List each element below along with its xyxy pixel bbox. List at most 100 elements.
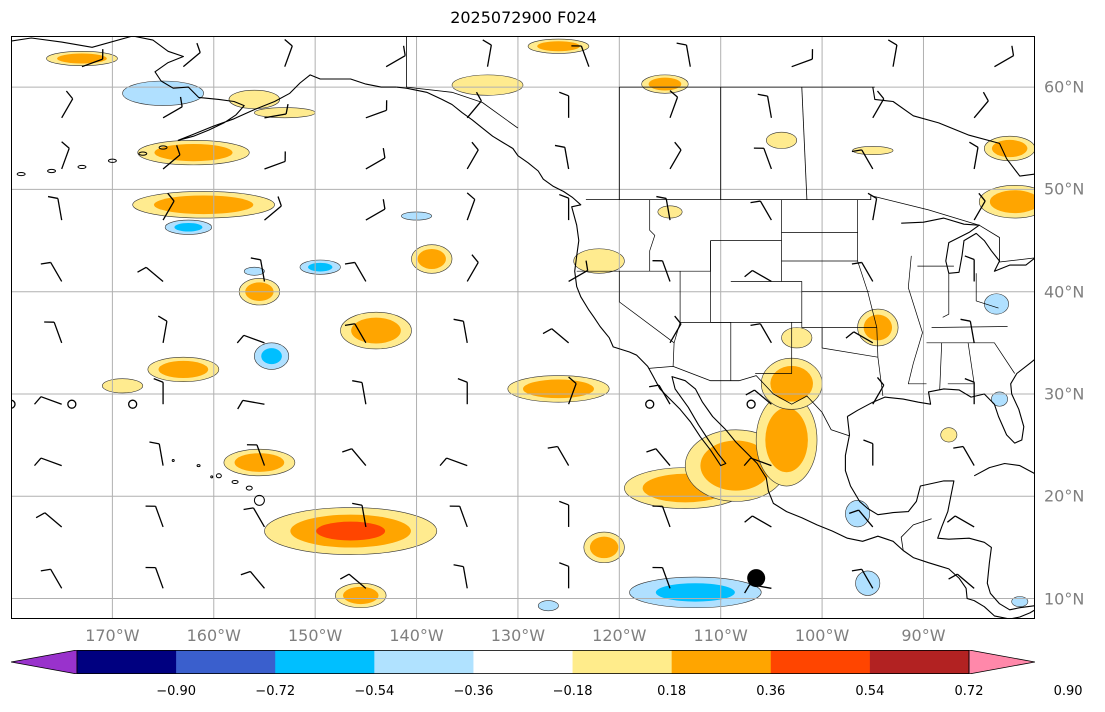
negative-anomaly	[243, 266, 265, 276]
border-guatemala	[900, 518, 932, 551]
colorbar-segment	[770, 650, 871, 674]
wind-barb	[342, 448, 367, 466]
wind-barb	[887, 39, 898, 67]
wind-barb	[137, 266, 164, 282]
wind-barb	[568, 376, 577, 405]
lon-tick-label: 130°W	[490, 626, 546, 645]
hawaii-island	[171, 458, 175, 462]
wind-barb	[753, 147, 773, 170]
wind-barb	[61, 141, 70, 170]
colorbar-outline	[76, 650, 970, 674]
negative-anomaly	[537, 600, 559, 612]
wind-barb	[744, 515, 772, 528]
positive-anomaly	[766, 131, 798, 149]
wind-barb	[559, 91, 570, 118]
colorbar-segment	[473, 650, 574, 674]
colorbar-segment	[275, 650, 375, 674]
colorbar-segment	[869, 650, 970, 674]
colorbar-tick-label: 0.72	[954, 684, 984, 699]
positive-anomaly	[153, 195, 254, 215]
wind-barb	[466, 91, 482, 119]
wind-barb	[964, 255, 975, 282]
lon-tick-label: 120°W	[592, 626, 647, 645]
lat-tick-label: 40°N	[1044, 282, 1085, 302]
wind-barb	[40, 568, 63, 589]
west-coastline	[396, 86, 1010, 619]
state-border	[968, 342, 1015, 374]
wind-barb	[365, 147, 386, 170]
calm-wind-circle	[11, 399, 16, 409]
wind-barb	[47, 195, 63, 221]
positive-anomaly	[770, 365, 813, 402]
southeast-coastline	[847, 358, 1035, 444]
calm-wind-circle	[67, 399, 77, 409]
map-plot-area	[11, 36, 1035, 619]
wind-barb	[652, 566, 671, 589]
wind-barb	[61, 90, 74, 119]
wind-barb	[953, 445, 975, 466]
wind-barb	[153, 378, 164, 405]
positive-anomaly	[940, 427, 958, 443]
wind-barb	[35, 512, 63, 528]
state-border	[649, 199, 656, 272]
colorbar	[11, 650, 1035, 674]
positive-anomaly	[573, 248, 625, 274]
gulf-coastline	[844, 416, 1035, 611]
wind-barb	[652, 260, 671, 282]
hawaii-island	[253, 494, 265, 506]
wind-barb	[145, 505, 164, 528]
state-border	[941, 342, 975, 385]
negative-anomaly	[308, 262, 333, 272]
wind-barb	[243, 507, 266, 528]
wind-barb	[559, 193, 570, 221]
negative-anomaly	[855, 570, 881, 596]
positive-anomaly	[101, 378, 144, 394]
wind-barb	[964, 378, 975, 405]
wind-barb	[559, 562, 570, 589]
wind-barb	[482, 39, 492, 67]
colorbar-tick-label: 0.36	[756, 684, 786, 699]
great-lakes	[901, 217, 1035, 274]
wind-barb	[145, 566, 164, 589]
positive-anomaly	[863, 314, 893, 341]
wind-barb	[743, 457, 772, 467]
cuba-coastline	[973, 462, 1035, 477]
aleutian-island	[107, 158, 117, 163]
wind-barb	[466, 192, 476, 221]
wind-barb	[649, 384, 671, 405]
wind-barb	[162, 96, 183, 119]
state-border	[907, 255, 927, 385]
wind-barb	[453, 318, 468, 343]
positive-anomaly	[991, 139, 1028, 158]
colorbar-extend-high	[968, 650, 1035, 674]
wind-barb	[449, 505, 468, 528]
hawaii-island	[196, 464, 201, 468]
wind-barb	[547, 445, 570, 466]
wind-barb	[656, 195, 671, 221]
lon-tick-label: 90°W	[901, 626, 946, 645]
state-border	[942, 273, 950, 318]
border-us-mexico	[648, 365, 850, 437]
wind-barb	[81, 49, 104, 68]
wind-barb	[973, 91, 989, 119]
wind-barb	[352, 380, 367, 405]
border-bc-alaska	[406, 86, 519, 129]
colorbar-tick-label: 0.18	[657, 684, 687, 699]
wind-barb	[453, 564, 468, 589]
wind-barb	[646, 448, 671, 466]
positive-anomaly	[158, 360, 209, 379]
lat-tick-label: 30°N	[1044, 384, 1085, 404]
wind-barb	[872, 90, 885, 119]
lon-tick-label: 150°W	[287, 626, 343, 645]
hudson-bay-coast	[872, 87, 1035, 177]
wind-barb	[264, 196, 282, 221]
state-border	[821, 327, 878, 358]
wind-barb	[40, 261, 63, 282]
wind-barb	[744, 269, 772, 283]
hawaii-island	[231, 479, 239, 484]
wind-barb	[848, 509, 874, 528]
wind-barb	[973, 192, 986, 221]
aleutian-island	[77, 164, 87, 170]
wind-barb	[250, 257, 266, 282]
wind-barb	[757, 93, 773, 118]
